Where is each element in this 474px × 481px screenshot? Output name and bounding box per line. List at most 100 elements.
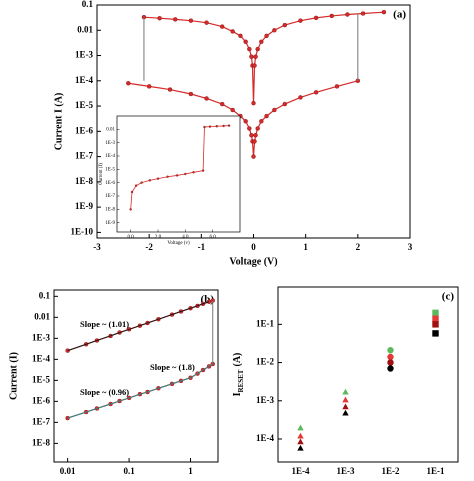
data-point: [297, 438, 304, 445]
y-tick-label: 1E-5: [75, 100, 94, 110]
data-point: [432, 315, 439, 322]
series-line: [128, 80, 358, 157]
x-tick-label: 1E-3: [337, 466, 356, 476]
y-tick-label: 1E-4: [32, 353, 51, 363]
x-tick-label: 6.0: [210, 235, 217, 240]
y-axis-label: IRESET (A): [232, 353, 244, 397]
x-tick-label: 2: [356, 242, 361, 252]
y-tick-label: 1E-4: [105, 154, 115, 159]
data-point: [192, 171, 195, 174]
data-point: [272, 28, 277, 33]
data-point: [387, 365, 394, 372]
data-point: [342, 388, 349, 395]
data-point: [251, 154, 256, 159]
y-tick-label: 1E-4: [75, 75, 94, 85]
x-tick-label: 2.0: [155, 235, 162, 240]
panel: 1E-41E-31E-21E-11E-41E-31E-21E-1Complian…: [232, 286, 459, 481]
data-point: [243, 119, 248, 124]
data-point: [188, 18, 194, 23]
data-point: [297, 432, 304, 439]
y-tick-label: 0.01: [77, 24, 93, 34]
data-point: [264, 113, 269, 119]
data-point: [329, 13, 334, 19]
data-point: [204, 96, 209, 101]
data-point: [298, 18, 303, 23]
y-tick-label: 1E-6: [105, 181, 115, 186]
y-tick-label: 1E-9: [75, 201, 94, 211]
y-tick-label: 1E-4: [256, 433, 275, 443]
data-point: [360, 11, 366, 16]
data-point: [387, 353, 394, 361]
plot-frame: [277, 286, 459, 463]
y-tick-label: 1E-3: [32, 332, 51, 342]
x-tick-label: 0: [251, 242, 256, 252]
data-point: [298, 95, 303, 100]
data-point: [129, 208, 132, 211]
x-tick-label: 1E-4: [292, 466, 311, 476]
data-point: [184, 172, 187, 176]
data-point: [175, 174, 179, 177]
data-point: [219, 24, 225, 29]
panel-label: (a): [393, 9, 406, 21]
x-tick-label: -1: [198, 242, 206, 252]
data-point: [247, 46, 252, 52]
y-axis-label-part: (A): [232, 353, 243, 367]
data-point: [252, 139, 257, 144]
y-tick-label: 1E-8: [75, 176, 94, 186]
data-point: [215, 125, 218, 128]
data-point: [148, 179, 152, 182]
data-point: [130, 190, 134, 194]
data-point: [173, 17, 178, 22]
data-point: [432, 321, 439, 328]
data-point: [345, 12, 350, 17]
y-axis-label: Current (I): [99, 163, 104, 185]
data-point: [297, 424, 304, 431]
y-tick-label: 1E-2: [256, 357, 275, 367]
data-point: [387, 359, 394, 366]
data-point: [342, 396, 349, 403]
data-point: [334, 84, 340, 89]
data-point: [264, 33, 269, 39]
panel: 0.10.011E-31E-41E-51E-61E-71E-80.010.11V…: [8, 289, 219, 481]
series-line: [130, 125, 230, 210]
panel: 0.01 1E-3 1E-4 1E-5 1E-6 1E-7 1E-8 1E-9 0.0 2.0 4.…: [99, 115, 241, 246]
data-point: [387, 347, 394, 354]
y-tick-label: 0.1: [39, 290, 51, 300]
x-tick-label: -2: [145, 242, 153, 252]
data-point: [134, 184, 138, 187]
data-point: [156, 177, 160, 180]
x-tick-label: 0.1: [123, 466, 135, 476]
data-point: [227, 124, 231, 127]
x-tick-label: 4.0: [182, 235, 189, 240]
x-tick-label: 3: [408, 242, 413, 252]
x-axis-label: Voltage (V): [229, 256, 277, 267]
data-point: [313, 90, 319, 95]
y-tick-label: 0.01: [106, 127, 115, 132]
data-point: [313, 15, 319, 21]
y-tick-label: 1E-6: [75, 125, 94, 135]
data-point: [203, 125, 206, 129]
data-point: [342, 403, 349, 410]
data-point: [204, 20, 209, 25]
data-point: [201, 169, 205, 172]
data-point: [252, 63, 257, 68]
y-tick-label: 1E-10: [71, 226, 94, 236]
data-point: [432, 309, 439, 317]
panel-label: (c): [442, 291, 455, 303]
series-line: [67, 377, 191, 419]
data-point: [208, 125, 212, 128]
data-point: [381, 9, 387, 15]
data-point: [249, 54, 254, 59]
data-point: [253, 54, 258, 59]
y-tick-label: 1E-5: [105, 167, 115, 172]
data-point: [167, 87, 173, 92]
x-axis-label: Voltage (v): [167, 241, 190, 246]
data-point: [249, 133, 254, 138]
y-tick-label: 1E-1: [256, 318, 275, 328]
data-point: [251, 100, 256, 106]
data-point: [297, 444, 304, 451]
x-tick-label: 1: [303, 242, 308, 252]
x-tick-label: 0.01: [60, 466, 76, 476]
data-point: [238, 33, 243, 39]
